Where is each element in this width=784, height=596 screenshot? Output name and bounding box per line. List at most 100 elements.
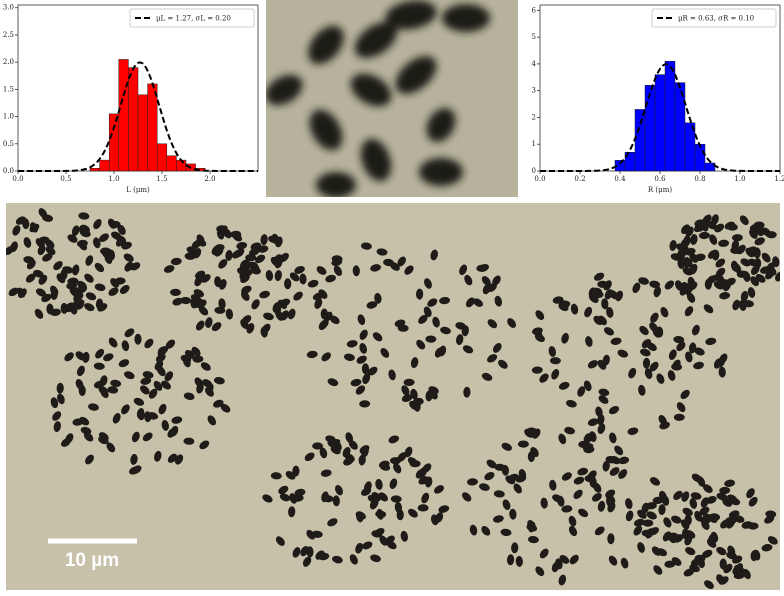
cell — [307, 279, 319, 288]
cell — [232, 232, 243, 242]
cell — [311, 530, 323, 538]
cell — [299, 273, 307, 285]
cell — [136, 407, 145, 419]
cell — [362, 373, 371, 384]
cell — [42, 253, 53, 262]
cell — [170, 288, 181, 297]
cell — [456, 334, 464, 346]
cell — [750, 265, 760, 275]
cell — [112, 413, 121, 424]
cell — [438, 345, 447, 357]
y-tick-label: 1 — [532, 140, 536, 148]
cell — [712, 249, 720, 261]
cell — [620, 557, 629, 569]
cell — [38, 274, 48, 285]
cell — [294, 265, 305, 274]
y-tick-label: 5 — [532, 33, 536, 41]
cell — [292, 547, 301, 558]
cell — [549, 479, 557, 491]
cell — [558, 433, 567, 445]
cell — [597, 414, 605, 426]
cell — [45, 246, 56, 256]
cell — [711, 214, 719, 225]
cell — [425, 335, 437, 343]
cell — [156, 366, 166, 377]
cell — [76, 365, 85, 377]
cell — [641, 502, 650, 514]
cell — [530, 446, 539, 458]
cell — [715, 258, 726, 268]
cell — [348, 440, 358, 450]
cell — [416, 339, 426, 350]
cell — [479, 483, 490, 491]
cell — [195, 320, 205, 331]
cell — [718, 239, 730, 247]
cell — [329, 315, 340, 325]
zoom-image — [266, 0, 518, 197]
length-histogram: 0.0 0.5 1.0 1.5 2.0 0.0 0.5 1.0 1.5 2.0 2.5 3.0 L (μ… — [3, 4, 259, 194]
cell — [388, 435, 400, 444]
cell — [142, 432, 153, 442]
cell — [713, 281, 724, 290]
cell — [294, 488, 306, 497]
cell — [673, 413, 685, 421]
cell — [192, 355, 204, 363]
cell — [609, 467, 620, 476]
cell — [677, 257, 685, 269]
cell — [356, 355, 367, 364]
x-axis-label: L (μm) — [126, 186, 150, 194]
cell — [389, 262, 400, 271]
cell — [684, 534, 693, 546]
cell — [587, 360, 598, 369]
cell — [199, 440, 210, 450]
x-tick-label: 1.2 — [774, 175, 784, 183]
cell — [765, 270, 775, 280]
cell — [117, 224, 126, 235]
cell — [418, 314, 428, 324]
bar — [644, 85, 656, 172]
cell — [749, 228, 758, 239]
cell — [467, 478, 478, 486]
cell — [200, 362, 211, 371]
cell — [638, 384, 646, 396]
cell — [404, 446, 413, 458]
cell — [234, 248, 245, 258]
cell — [121, 340, 130, 352]
cell — [671, 515, 682, 524]
cell — [607, 501, 616, 513]
cell — [535, 566, 545, 577]
cell — [183, 392, 195, 401]
cell — [649, 322, 659, 333]
y-tick-label: 1.0 — [3, 113, 14, 121]
cell — [85, 454, 94, 465]
x-tick-label: 1.0 — [108, 175, 119, 183]
cell — [728, 510, 740, 519]
cell — [46, 303, 54, 315]
cell — [585, 336, 593, 347]
cell — [379, 463, 391, 471]
cell — [275, 310, 284, 321]
cell — [423, 306, 432, 318]
cell — [225, 308, 234, 320]
cell — [82, 351, 90, 363]
cell — [653, 286, 662, 298]
cell — [739, 215, 749, 226]
cell — [50, 397, 59, 409]
cell — [279, 493, 291, 502]
cell — [76, 299, 85, 310]
cell — [108, 337, 118, 348]
cell — [511, 542, 519, 554]
y-tick-label: 0.5 — [3, 140, 14, 148]
cell — [660, 306, 669, 318]
cell — [95, 348, 105, 359]
cell — [236, 242, 248, 250]
cell — [320, 469, 332, 477]
cell — [427, 298, 438, 307]
fit-curve — [18, 61, 258, 172]
cell — [625, 498, 633, 510]
cell — [401, 385, 410, 396]
cell — [639, 325, 649, 336]
cell — [754, 237, 765, 246]
cell — [359, 329, 368, 340]
cell — [515, 474, 527, 483]
